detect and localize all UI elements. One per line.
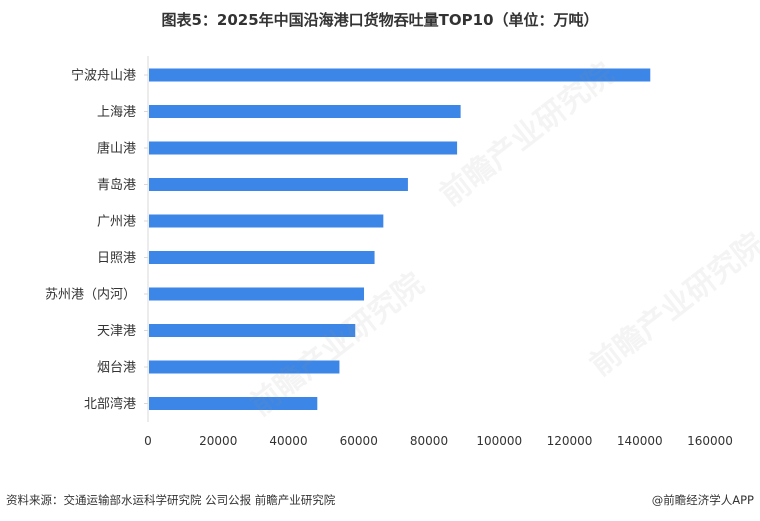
bar bbox=[149, 324, 356, 337]
bar bbox=[149, 68, 651, 82]
source-note: 资料来源：交通运输部水运科学研究院 公司公报 前瞻产业研究院 bbox=[6, 493, 336, 507]
category-label: 天津港 bbox=[97, 324, 136, 339]
bar bbox=[149, 214, 384, 228]
category-label: 苏州港（内河） bbox=[45, 287, 136, 303]
x-tick-label: 80000 bbox=[410, 434, 448, 448]
x-tick-label: 120000 bbox=[547, 434, 593, 448]
bar bbox=[149, 251, 375, 264]
category-label: 上海港 bbox=[97, 105, 136, 120]
bar bbox=[149, 360, 340, 374]
bar bbox=[149, 105, 461, 118]
x-tick-label: 40000 bbox=[269, 434, 307, 448]
category-label: 北部湾港 bbox=[84, 396, 136, 412]
chart-title: 图表5：2025年中国沿海港口货物吞吐量TOP10（单位：万吨） bbox=[161, 11, 599, 29]
x-tick-label: 20000 bbox=[199, 434, 237, 448]
bar bbox=[149, 287, 365, 301]
bar bbox=[149, 397, 318, 410]
category-label: 日照港 bbox=[97, 251, 136, 266]
bar bbox=[149, 141, 458, 155]
category-label: 宁波舟山港 bbox=[71, 68, 136, 84]
x-tick-label: 140000 bbox=[617, 434, 663, 448]
category-label: 烟台港 bbox=[97, 361, 136, 376]
category-label: 唐山港 bbox=[97, 141, 136, 157]
x-tick-label: 60000 bbox=[340, 434, 378, 448]
brand-note: @前瞻经济学人APP bbox=[651, 493, 754, 507]
x-tick-label: 100000 bbox=[476, 434, 522, 448]
x-tick-label: 160000 bbox=[687, 434, 733, 448]
category-label: 青岛港 bbox=[97, 177, 136, 193]
category-label: 广州港 bbox=[97, 215, 136, 230]
bar bbox=[149, 178, 408, 191]
x-tick-label: 0 bbox=[144, 434, 152, 448]
